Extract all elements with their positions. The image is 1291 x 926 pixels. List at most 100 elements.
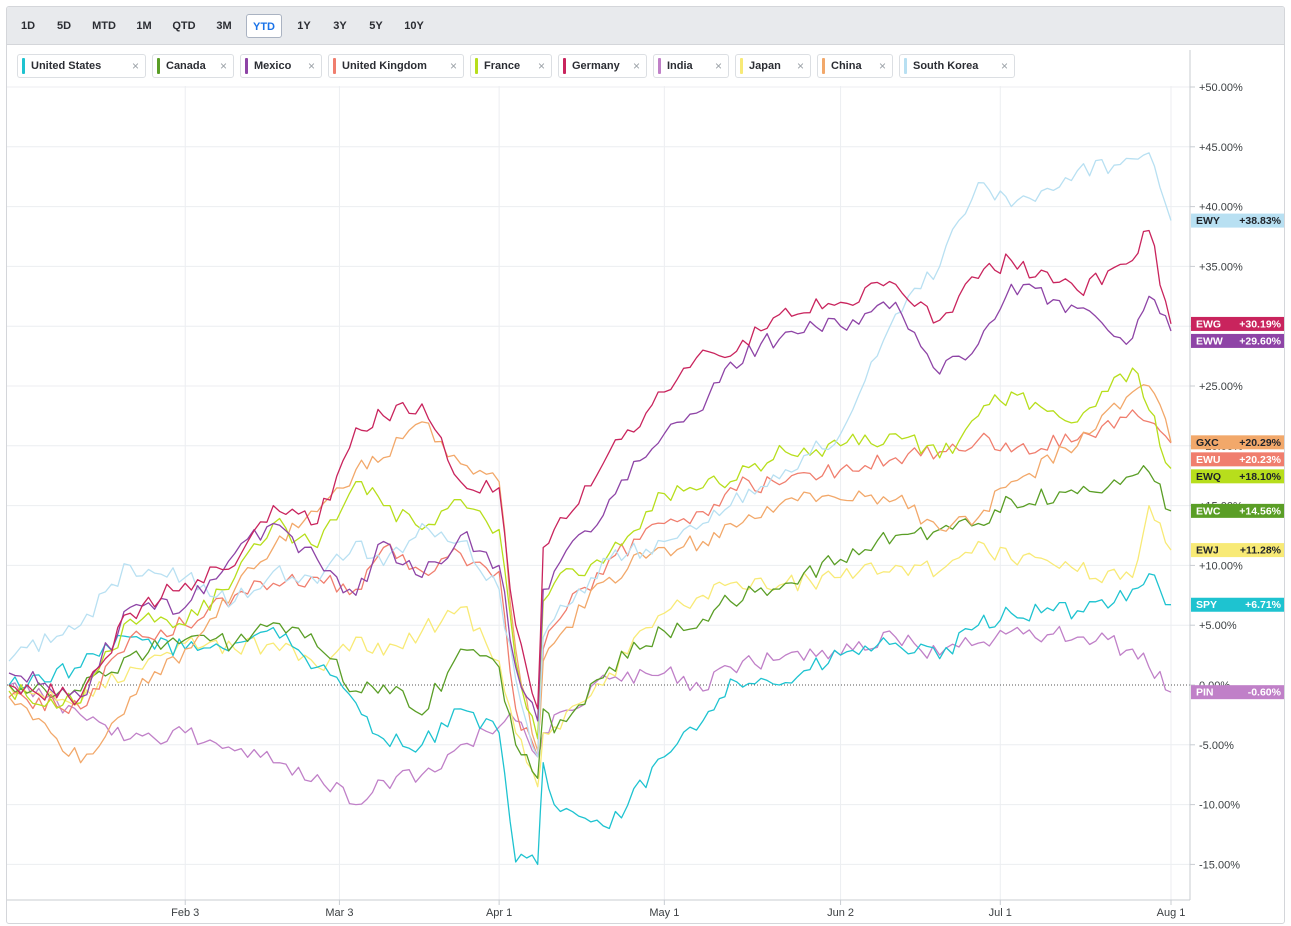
legend-label: Mexico (254, 60, 292, 72)
end-label-ticker: EWW (1196, 335, 1223, 347)
range-button-3m[interactable]: 3M (216, 20, 232, 32)
range-button-1y[interactable]: 1Y (297, 20, 311, 32)
series-line-gxc (8, 384, 1172, 764)
series-line-ewc (8, 465, 1172, 779)
close-icon[interactable]: × (878, 59, 886, 73)
close-icon[interactable]: × (1000, 59, 1008, 73)
legend-swatch (904, 58, 907, 74)
legend-swatch (822, 58, 825, 74)
legend-label: India (667, 60, 693, 72)
range-button-5y[interactable]: 5Y (369, 20, 383, 32)
end-label-value: +11.28% (1240, 545, 1282, 557)
end-label-value: +14.56% (1239, 505, 1281, 517)
legend-chip-mexico[interactable]: Mexico × (240, 54, 322, 78)
legend-label: South Korea (913, 60, 979, 72)
end-label-tag-ewu (1191, 452, 1284, 467)
end-label-value: +20.29% (1239, 437, 1281, 449)
close-icon[interactable]: × (219, 59, 227, 73)
close-icon[interactable]: × (714, 59, 722, 73)
y-tick-label: +45.00% (1199, 142, 1243, 154)
range-button-1d[interactable]: 1D (20, 20, 36, 32)
x-tick-label: Jul 1 (989, 907, 1012, 919)
end-label-value: +29.60% (1239, 335, 1281, 347)
range-button-10y[interactable]: 10Y (404, 20, 424, 32)
chart-panel: 1D 5D MTD 1M QTD 3M YTD 1Y 3Y 5Y 10Y United States… (6, 6, 1285, 924)
series-line-ewy (8, 152, 1172, 758)
y-tick-label: -10.00% (1199, 800, 1240, 812)
series-line-eww (8, 283, 1172, 722)
legend-swatch (475, 58, 478, 74)
legend-label: Japan (749, 60, 781, 72)
legend-chip-canada[interactable]: Canada × (152, 54, 234, 78)
range-button-3y[interactable]: 3Y (333, 20, 347, 32)
end-label-ticker: GXC (1196, 437, 1219, 449)
y-tick-label: +5.00% (1199, 620, 1237, 632)
series-line-ewj (8, 504, 1172, 788)
end-label-ticker: EWU (1196, 454, 1221, 466)
end-label-value: +18.10% (1239, 471, 1281, 483)
range-button-1m[interactable]: 1M (136, 20, 152, 32)
x-tick-label: Feb 3 (171, 907, 199, 919)
y-tick-label: +15.00% (1199, 501, 1243, 513)
end-label-value: +6.71% (1245, 599, 1282, 611)
legend-chip-germany[interactable]: Germany × (558, 54, 647, 78)
end-label-value: +20.23% (1239, 454, 1281, 466)
x-tick-label: May 1 (649, 907, 679, 919)
series-line-pin (8, 625, 1172, 806)
y-tick-label: +20.00% (1199, 441, 1243, 453)
legend-swatch (333, 58, 336, 74)
end-label-ticker: SPY (1196, 599, 1217, 611)
end-label-value: +30.19% (1239, 318, 1281, 330)
range-button-5d[interactable]: 5D (56, 20, 72, 32)
series-line-spy (8, 573, 1172, 866)
close-icon[interactable]: × (131, 59, 139, 73)
legend-chip-japan[interactable]: Japan × (735, 54, 811, 78)
end-label-tag-spy (1191, 597, 1284, 612)
end-label-tag-pin (1191, 685, 1284, 700)
range-button-qtd[interactable]: QTD (172, 20, 196, 32)
end-label-tag-ewg (1191, 316, 1284, 331)
range-button-ytd[interactable]: YTD (246, 14, 282, 38)
close-icon[interactable]: × (632, 59, 640, 73)
end-label-tag-ewc (1191, 503, 1284, 518)
series-line-ewq (8, 367, 1172, 740)
end-label-ticker: EWC (1196, 505, 1221, 517)
legend-swatch (245, 58, 248, 74)
close-icon[interactable]: × (796, 59, 804, 73)
legend-chip-china[interactable]: China × (817, 54, 893, 78)
y-tick-label: +50.00% (1199, 82, 1243, 94)
legend-label: China (831, 60, 862, 72)
end-label-ticker: PIN (1196, 687, 1214, 699)
y-tick-label: -5.00% (1199, 740, 1234, 752)
performance-chart: +50.00% +45.00% +40.00% +35.00% +30.00% +25.0… (7, 50, 1284, 919)
legend-swatch (658, 58, 661, 74)
legend-label: France (484, 60, 521, 72)
legend-label: United Kingdom (342, 60, 427, 72)
legend-chip-united-states[interactable]: United States × (17, 54, 146, 78)
legend-label: United States (31, 60, 102, 72)
range-button-mtd[interactable]: MTD (92, 20, 116, 32)
end-label-ticker: EWY (1196, 215, 1220, 227)
legend-chip-india[interactable]: India × (653, 54, 729, 78)
y-tick-label: +30.00% (1199, 321, 1243, 333)
y-tick-label: +10.00% (1199, 560, 1243, 572)
x-tick-label: Jun 2 (827, 907, 854, 919)
close-icon[interactable]: × (449, 59, 457, 73)
legend-chip-france[interactable]: France × (470, 54, 552, 78)
y-tick-label: +35.00% (1199, 261, 1243, 273)
end-label-tag-ewq (1191, 469, 1284, 484)
end-label-value: -0.60% (1248, 687, 1282, 699)
end-label-ticker: EWG (1196, 318, 1221, 330)
close-icon[interactable]: × (537, 59, 545, 73)
end-label-ticker: EWJ (1196, 545, 1219, 557)
end-label-ticker: EWQ (1196, 471, 1221, 483)
legend-swatch (22, 58, 25, 74)
y-tick-label: +40.00% (1199, 202, 1243, 214)
end-label-tag-eww (1191, 333, 1284, 348)
close-icon[interactable]: × (307, 59, 315, 73)
legend-chip-united-kingdom[interactable]: United Kingdom × (328, 54, 464, 78)
x-tick-label: Mar 3 (325, 907, 353, 919)
legend-swatch (157, 58, 160, 74)
end-label-tag-gxc (1191, 435, 1284, 450)
legend-chip-south-korea[interactable]: South Korea × (899, 54, 1015, 78)
